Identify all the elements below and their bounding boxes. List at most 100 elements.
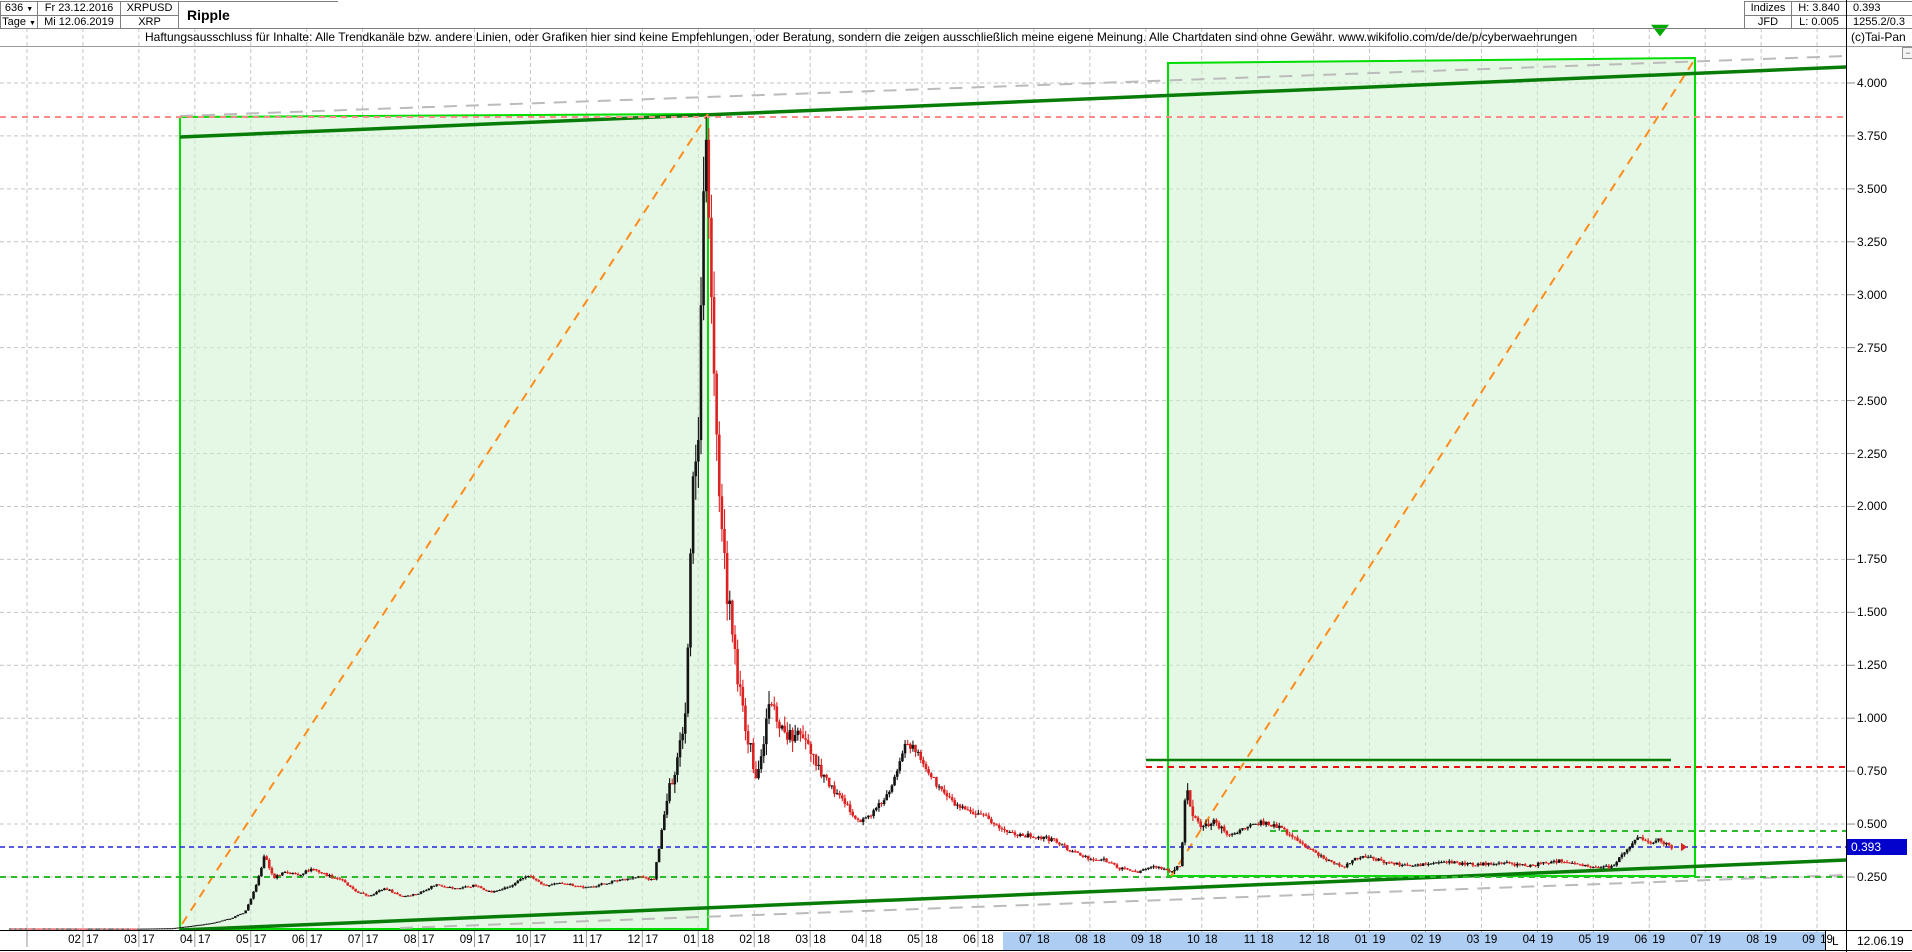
date-tick-year: 18 <box>1260 934 1274 946</box>
date-tick-month: 12 <box>1298 934 1312 946</box>
symbol-short-label: XRP <box>120 15 178 28</box>
gray-channel-top <box>179 55 1846 117</box>
date-tick-year: 17 <box>253 934 267 946</box>
price-tick-label: 0.250 <box>1857 869 1888 884</box>
price-tick-label: 3.500 <box>1857 181 1888 196</box>
instrument-name: Ripple <box>178 1 338 28</box>
date-tick-month: 04 <box>180 934 193 946</box>
date-tick-year: 19 <box>1764 934 1777 946</box>
date-tick-month: 02 <box>739 934 753 946</box>
date-tick-year: 18 <box>980 934 994 946</box>
date-tick-year: 17 <box>197 934 211 946</box>
date-tick-year: 18 <box>701 934 715 946</box>
chart-markers <box>1651 24 1687 852</box>
date-tick-month: 07 <box>347 934 361 946</box>
l-box-divider <box>1825 930 1826 951</box>
major-resistance-trendline <box>179 65 1846 139</box>
bars-count-value: 636 <box>4 2 24 14</box>
date-tick-month: 09 <box>1802 934 1816 946</box>
header-divider <box>1744 15 1912 16</box>
trend-channel-box-2 <box>1167 56 1696 877</box>
date-tick-year: 17 <box>365 934 379 946</box>
date-tick-year: 17 <box>645 934 659 946</box>
date-tick-month: 11 <box>572 934 585 946</box>
date-tick-month: 09 <box>1131 934 1144 946</box>
price-tick-label: 0.750 <box>1857 764 1888 779</box>
date-tick-month: 07 <box>1690 934 1704 946</box>
date-tick-month: 05 <box>1578 934 1592 946</box>
trend-channel-boxes <box>179 56 1696 930</box>
price-tick-label: 2.000 <box>1857 499 1888 514</box>
period-low-label: L: 0.005 <box>1791 15 1846 28</box>
date-tick-month: 02 <box>1410 934 1424 946</box>
major-support-trendline <box>179 858 1846 930</box>
price-tick-label: 2.250 <box>1857 446 1888 461</box>
collapse-axis-button[interactable]: − <box>1902 47 1912 59</box>
date-tick-year: 19 <box>1652 934 1666 946</box>
feed-label: JFD <box>1744 15 1791 28</box>
price-tick-label: 3.000 <box>1857 287 1888 302</box>
date-tick-month: 02 <box>68 934 81 946</box>
date-tick-month: 12 <box>627 934 641 946</box>
date-tick-month: 10 <box>515 934 529 946</box>
channel-diagonal-1 <box>181 113 709 925</box>
price-tick-label: 2.750 <box>1857 340 1888 355</box>
price-tick-label: 0.500 <box>1857 817 1888 832</box>
price-tick-label: 2.500 <box>1857 393 1888 408</box>
date-tick-month: 01 <box>683 934 697 946</box>
header-divider <box>0 15 178 16</box>
date-tick-year: 18 <box>1036 934 1050 946</box>
period-high-label: H: 3.840 <box>1791 1 1846 15</box>
date-tick-month: 06 <box>963 934 976 946</box>
date-tick-year: 18 <box>813 934 826 946</box>
date-tick-year: 17 <box>533 934 547 946</box>
header-divider <box>0 28 1912 29</box>
date-tick-year: 19 <box>1372 934 1386 946</box>
end-date-field[interactable]: Mi 12.06.2019 <box>37 15 120 28</box>
price-tick-label: 3.750 <box>1857 128 1888 143</box>
date-tick-month: 05 <box>907 934 921 946</box>
last-price-label: 0.393 <box>1846 1 1912 15</box>
chart-top-border <box>0 46 1912 47</box>
date-tick-month: 10 <box>1186 934 1200 946</box>
start-date-field[interactable]: Fr 23.12.2016 <box>37 1 120 15</box>
candlestick-series <box>8 116 1673 930</box>
date-tick-month: 03 <box>124 934 137 946</box>
date-tick-year: 19 <box>1708 934 1721 946</box>
date-tick-month: 03 <box>795 934 809 946</box>
date-tick-year: 19 <box>1428 934 1442 946</box>
date-tick-year: 17 <box>589 934 603 946</box>
period-dropdown[interactable]: Tage ▼ <box>0 15 37 28</box>
exchange-label: Indizes <box>1744 1 1791 15</box>
green-triangle-marker <box>1651 24 1669 37</box>
price-tick-label: 1.500 <box>1857 605 1888 620</box>
date-tick-year: 17 <box>477 934 491 946</box>
date-tick-month: 08 <box>403 934 417 946</box>
trend-lines <box>0 55 1846 930</box>
chevron-down-icon: ▼ <box>28 19 36 27</box>
y-axis-line <box>1846 0 1847 952</box>
price-tick-label: 1.000 <box>1857 711 1888 726</box>
date-tick-year: 18 <box>1092 934 1106 946</box>
date-axis-highlight <box>1002 931 1825 950</box>
period-value: Tage <box>2 15 26 28</box>
date-tick-month: 01 <box>1354 934 1368 946</box>
date-tick-year: 18 <box>757 934 771 946</box>
date-tick-month: 08 <box>1746 934 1760 946</box>
bottom-right-date: 12.06.19 <box>1857 934 1904 948</box>
copyright-label: (c)Tai-Pan <box>1851 30 1906 44</box>
date-tick-year: 18 <box>1148 934 1162 946</box>
current-price-tag: 0.393 <box>1847 838 1907 855</box>
date-tick-year: 17 <box>141 934 155 946</box>
bars-count-dropdown[interactable]: 636 ▼ <box>0 1 37 15</box>
date-tick-year: 17 <box>309 934 323 946</box>
last-price-marker <box>1681 842 1687 852</box>
date-tick-year: 19 <box>1540 934 1554 946</box>
date-tick-year: 18 <box>925 934 938 946</box>
date-tick-month: 04 <box>1522 934 1536 946</box>
date-tick-year: 18 <box>869 934 882 946</box>
date-tick-year: 19 <box>1484 934 1498 946</box>
chevron-down-icon: ▼ <box>26 6 34 13</box>
